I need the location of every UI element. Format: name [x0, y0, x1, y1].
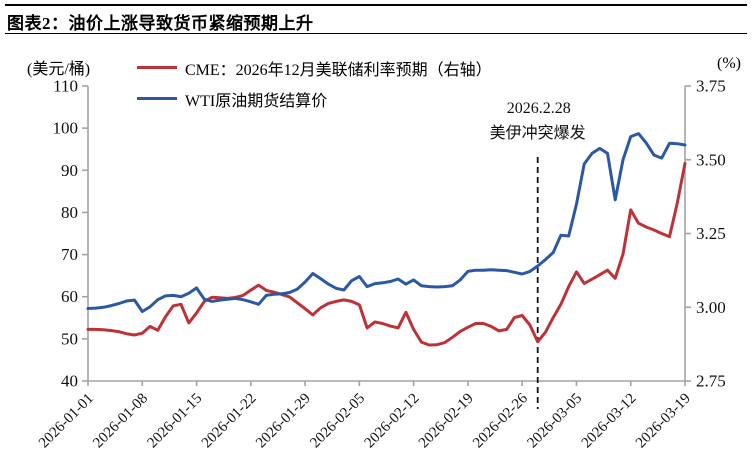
left-axis-unit-label: (美元/桶) [27, 61, 91, 78]
y-left-tick-label: 80 [61, 203, 78, 222]
x-tick-label: 2026-01-08 [90, 391, 151, 452]
legend-item-wti: WTI原油期货结算价 [137, 86, 492, 111]
y-left-ticks: 110 100 90 80 70 60 50 40 [53, 77, 88, 391]
y-left-tick-label: 40 [61, 372, 78, 391]
right-axis-unit-label: (%) [717, 55, 741, 72]
cme-line-swatch [137, 66, 177, 69]
axis-lines [87, 86, 686, 382]
x-tick-label: 2026-02-19 [416, 391, 477, 452]
x-tick-label: 2026-02-05 [307, 391, 368, 452]
x-tick-label: 2026-01-22 [199, 391, 260, 452]
event-annotation-text: 美伊冲突爆发 [490, 123, 586, 142]
legend-label-cme: CME：2026年12月美联储利率预期（右轴） [185, 61, 492, 79]
x-tick-label: 2026-03-05 [524, 391, 585, 452]
x-tick-label: 2026-01-29 [253, 391, 314, 452]
legend: CME：2026年12月美联储利率预期（右轴） WTI原油期货结算价 [137, 55, 492, 117]
x-tick-label: 2026-01-01 [36, 391, 97, 452]
y-right-tick-label: 2.75 [696, 372, 726, 391]
event-annotation-date: 2026.2.28 [507, 100, 571, 117]
top-rule [5, 4, 747, 6]
y-right-tick-label: 3.00 [696, 298, 726, 317]
y-right-tick-label: 3.25 [696, 224, 726, 243]
legend-item-cme: CME：2026年12月美联储利率预期（右轴） [137, 55, 492, 80]
x-tick-label: 2026-03-12 [579, 391, 640, 452]
y-left-tick-label: 60 [61, 287, 78, 306]
x-tick-label: 2026-02-12 [362, 391, 423, 452]
y-right-tick-label: 3.75 [696, 77, 726, 96]
y-left-tick-label: 100 [53, 119, 79, 138]
wti-line-swatch [137, 97, 177, 100]
y-left-tick-label: 110 [53, 77, 78, 96]
x-tick-label: 2026-02-26 [470, 390, 531, 451]
y-right-tick-label: 3.50 [696, 150, 726, 169]
x-ticks: 2026-01-012026-01-082026-01-152026-01-22… [36, 381, 694, 451]
y-right-ticks: 3.75 3.50 3.25 3.00 2.75 [685, 77, 726, 391]
y-left-tick-label: 90 [61, 161, 78, 180]
cme-rate-line [86, 161, 687, 347]
y-left-tick-label: 50 [61, 329, 78, 348]
x-tick-label: 2026-01-15 [145, 391, 206, 452]
legend-label-wti: WTI原油期货结算价 [185, 92, 328, 110]
title-divider-rule [5, 33, 747, 34]
chart-title: 图表2：油价上涨导致货币紧缩预期上升 [7, 14, 314, 33]
y-left-tick-label: 70 [61, 245, 78, 264]
x-tick-label: 2026-03-19 [633, 391, 694, 452]
wti-price-line [86, 132, 687, 313]
